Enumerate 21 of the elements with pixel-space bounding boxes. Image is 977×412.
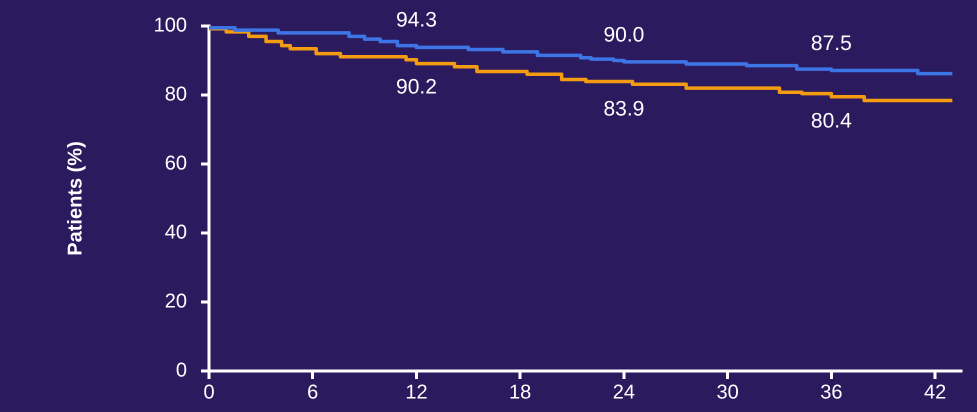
annotation: 80.4 xyxy=(810,109,852,132)
annotation: 90.0 xyxy=(603,23,644,46)
x-tick-label: 36 xyxy=(820,382,842,404)
y-tick-label: 0 xyxy=(176,360,187,382)
y-axis-title: Patients (%) xyxy=(64,141,87,256)
y-tick-label: 100 xyxy=(154,14,187,37)
x-tick-label: 6 xyxy=(307,382,318,404)
x-tick-label: 30 xyxy=(716,382,739,404)
x-tick-label: 12 xyxy=(405,382,428,404)
annotation: 94.3 xyxy=(396,8,437,32)
annotation: 90.2 xyxy=(396,76,437,99)
y-tick-label: 60 xyxy=(164,152,187,175)
x-tick-label: 42 xyxy=(924,382,946,404)
y-tick-label: 40 xyxy=(164,222,187,244)
y-tick-label: 20 xyxy=(164,290,187,313)
annotation: 87.5 xyxy=(810,32,852,55)
x-tick-label: 24 xyxy=(612,382,636,404)
x-tick-label: 0 xyxy=(203,382,215,404)
x-tick-label: 18 xyxy=(509,382,532,404)
y-tick-label: 80 xyxy=(164,84,187,106)
annotation: 83.9 xyxy=(603,97,644,120)
